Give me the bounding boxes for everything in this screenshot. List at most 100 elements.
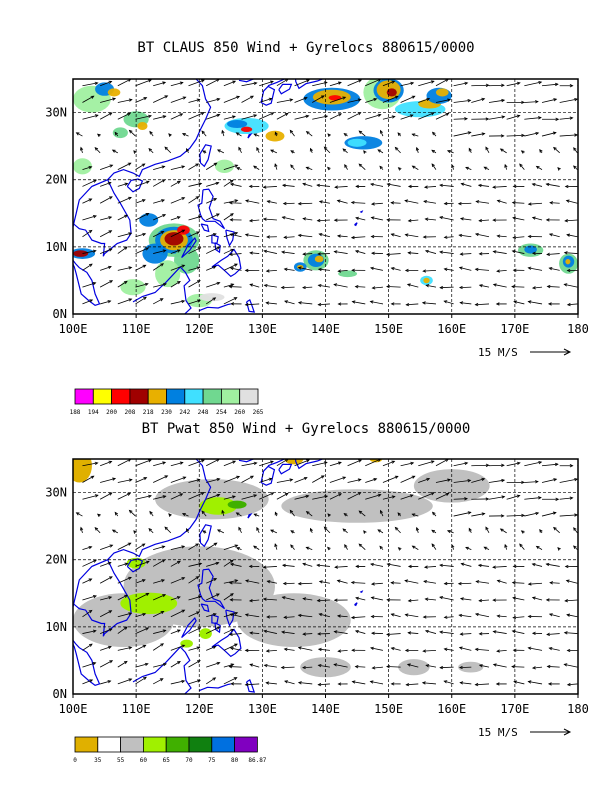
panel2-coastline <box>133 647 191 694</box>
panel1-lat-tick-label: 20N <box>45 173 67 187</box>
panel1-wind-arrow <box>348 113 361 120</box>
panel1-coastline <box>226 230 234 245</box>
panel1-coastline <box>261 86 274 105</box>
panel2-wind-arrow <box>312 476 324 483</box>
panel2-coastline <box>212 630 241 657</box>
panel1-lon-tick-label: 120E <box>185 322 214 336</box>
panel2-wind-arrow <box>383 476 398 482</box>
panel1-wind-arrow <box>352 202 366 203</box>
panel2-lon-tick-label: 130E <box>248 702 277 716</box>
panel2-lon-tick-label: 150E <box>374 702 403 716</box>
panel2-wind-arrowhead <box>590 495 593 498</box>
panel1-colorbar-level: 242 <box>179 409 190 416</box>
panel2-wind-arrow <box>512 667 524 668</box>
panel1-cloud-blob <box>227 120 247 128</box>
panel1-wind-arrow <box>224 298 237 304</box>
panel1-coastline <box>212 250 241 277</box>
panel1-colorbar-level: 218 <box>143 409 154 416</box>
panel2-wind-arrow <box>118 661 127 667</box>
panel1-lon-tick-label: 180 <box>567 322 589 336</box>
panel1-wind-arrow <box>171 114 183 119</box>
panel2-coastline <box>200 525 211 547</box>
panel2-pwat-blob <box>67 449 92 483</box>
panel1-lat-tick-label: 30N <box>45 106 67 120</box>
panel2-wind-arrow <box>507 515 524 516</box>
panel2-lat-tick-label: 30N <box>45 486 67 500</box>
panel1-wind-arrow <box>577 84 593 86</box>
panel1-cloud-blob <box>565 259 570 264</box>
panel1-wind-arrow <box>153 96 167 103</box>
panel2-wind-arrow <box>206 459 219 466</box>
panel2-colorbar-swatch <box>98 737 121 752</box>
panel2-lat-tick-label: 10N <box>45 620 67 634</box>
panel1-lon-tick-label: 170E <box>500 322 529 336</box>
panel2-wind-arrow <box>100 661 112 668</box>
panel2-wind-arrowhead <box>590 515 593 518</box>
panel1-wind-arrow <box>171 97 186 102</box>
panel1-colorbar-level: 254 <box>216 409 227 416</box>
panel1-colorbar-swatch <box>148 389 166 404</box>
panel2-wind-arrowhead <box>591 463 594 466</box>
panel1-wind-arrow <box>82 115 97 119</box>
panel1-colorbar-swatch <box>240 389 258 404</box>
panel2-wind-arrow <box>118 679 132 684</box>
panel1-coastline <box>200 145 211 167</box>
panel2-wind-arrow <box>577 464 593 466</box>
panel2-wind-arrow <box>299 583 313 584</box>
panel1-coastline <box>268 76 329 89</box>
panel1-wind-vectors <box>76 79 593 306</box>
panel1-colorbar-swatch <box>130 389 148 404</box>
panel1-coastline <box>212 235 218 244</box>
panel2-wind-arrow <box>524 462 541 466</box>
panel2-wind-arrow <box>100 478 115 482</box>
panel1-wind-arrow <box>206 283 219 287</box>
panel2-colorbar-level: 0 <box>73 757 77 764</box>
panel2-wind-arrow <box>330 477 345 482</box>
panel1-cloud-blob <box>315 256 324 263</box>
panel1-vector-scale-label: 15 M/S <box>478 346 518 359</box>
panel2-lon-tick-label: 180 <box>567 702 589 716</box>
panel1-cloud-blob <box>423 278 429 283</box>
panel2-wind-arrow <box>401 476 415 482</box>
panel1-coastline <box>355 223 358 226</box>
panel2-lon-tick-label: 140E <box>311 702 340 716</box>
panel1-lat-tick-label: 10N <box>45 240 67 254</box>
panel1-cloud-blob <box>436 88 449 96</box>
panel2-wind-arrow <box>171 662 180 668</box>
panel2-colorbar-swatch <box>143 737 166 752</box>
panel1-wind-arrowhead <box>589 100 592 103</box>
panel1-cloud-blob <box>387 88 397 96</box>
panel1-wind-arrow <box>454 132 471 136</box>
panel2-wind-arrow <box>454 512 471 516</box>
panel1-wind-arrow <box>387 286 401 287</box>
panel1-wind-arrow <box>100 113 112 119</box>
panel1-wind-arrowhead <box>590 115 593 118</box>
panel1-colorbar-level: 265 <box>253 409 264 416</box>
panel2-wind-arrow <box>229 667 241 668</box>
panel2-coastline <box>355 603 358 606</box>
panel1-wind-arrow <box>171 198 185 204</box>
panel1-cloud-blob <box>155 260 180 287</box>
panel1-colorbar-level: 188 <box>70 409 81 416</box>
panel1-wind-arrow <box>135 80 151 86</box>
panel1-wind-arrow <box>206 79 219 86</box>
panel2-colorbar-level: 75 <box>208 757 216 764</box>
panel2-wind-arrow <box>577 496 593 500</box>
panel1-cloud-blob <box>215 160 234 173</box>
panel1-colorbar-swatch <box>75 389 93 404</box>
panel2-wind-arrow <box>577 482 591 483</box>
panel2-wind-arrow <box>206 678 215 684</box>
panel1-wind-arrow <box>118 247 127 254</box>
panel1-wind-arrow <box>100 231 111 237</box>
panel2-coastline <box>199 684 231 691</box>
panel2-colorbar-level: 55 <box>117 757 125 764</box>
panel2-lon-tick-label: 170E <box>500 702 529 716</box>
panel1-wind-arrow <box>224 264 237 270</box>
panel1-wind-arrow <box>189 113 204 120</box>
panel2-colorbar-level: 86.87 <box>248 757 266 764</box>
panel1-wind-arrow <box>454 100 471 102</box>
